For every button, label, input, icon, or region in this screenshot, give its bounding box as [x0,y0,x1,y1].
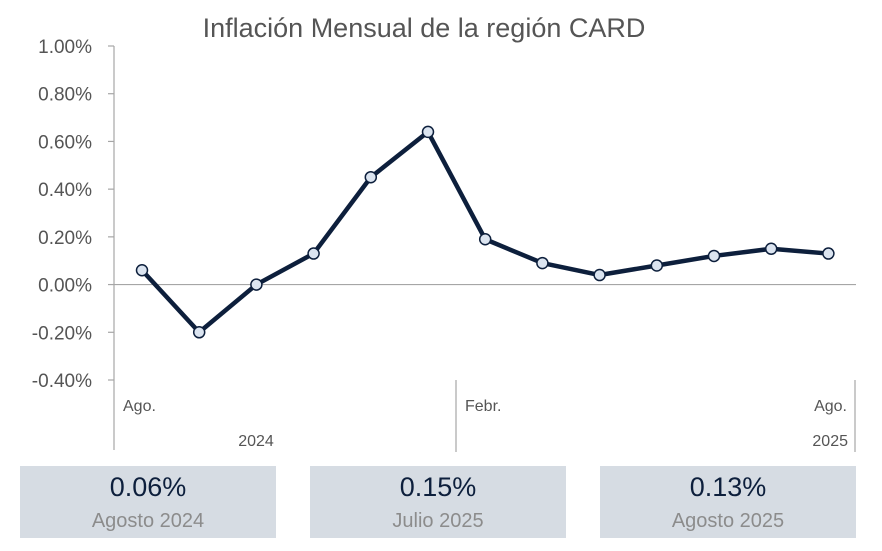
data-point [421,125,435,139]
summary-label: Agosto 2024 [91,510,205,532]
summary-card-agosto-2025: 0.13% Agosto 2025 [600,466,856,538]
summary-label: Agosto 2025 [671,510,785,532]
data-point [307,247,320,260]
data-point [192,326,206,339]
y-axis: 1.00% 0.80% 0.60% 0.40% 0.20% 0.00% -0.20% -0.4… [32,37,115,450]
data-point [250,278,263,291]
x-month-label: Febr. [465,398,501,415]
x-year-label: 2024 [238,433,274,450]
data-point [478,232,492,246]
data-point [707,249,721,263]
data-point [364,170,378,184]
series-polyline [139,129,831,335]
y-tick-label: -0.20% [32,323,92,344]
summary-value: 0.06% [109,472,187,502]
x-month-label: Ago. [814,398,847,415]
y-tick-label: 0.40% [38,180,92,201]
data-point [135,264,149,277]
summary-card-agosto-2024: 0.06% Agosto 2024 [20,466,276,538]
y-tick-label: 0.80% [38,85,92,106]
summary-value: 0.15% [399,472,477,502]
data-point [764,242,778,256]
summary-card-julio-2025: 0.15% Julio 2025 [310,466,566,538]
x-axis: Ago. Febr. Ago. 2024 2025 [114,283,856,452]
data-point [536,256,549,270]
x-month-label: Ago. [123,398,156,415]
data-point [593,268,606,282]
chart-title: Inflación Mensual de la región CARD [203,13,646,43]
y-tick-label: -0.40% [32,371,92,392]
y-tick-label: 0.20% [38,228,92,249]
x-year-label: 2025 [812,433,848,450]
y-tick-label: 1.00% [38,37,92,58]
summary-value: 0.13% [689,472,767,502]
y-tick-label: 0.60% [38,132,92,153]
line-chart: Inflación Mensual de la región CARD 1.00… [32,13,856,452]
series-line [135,125,835,339]
summary-label: Julio 2025 [392,510,484,532]
data-point [822,247,835,260]
y-tick-label: 0.00% [38,276,92,297]
data-point [650,259,664,272]
